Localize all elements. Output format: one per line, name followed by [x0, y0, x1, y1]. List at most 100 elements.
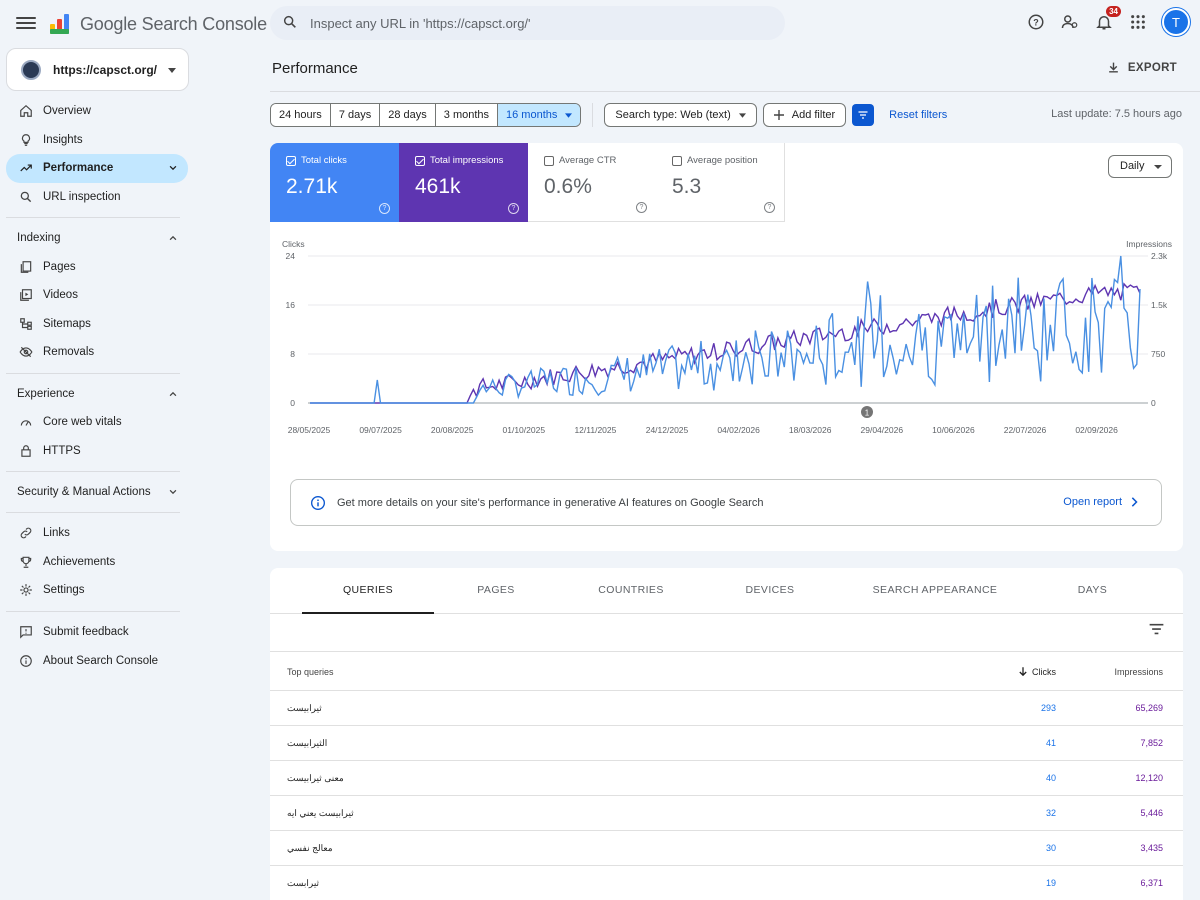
lightbulb-icon [18, 132, 34, 148]
manage-users-icon[interactable] [1060, 12, 1080, 32]
sidebar-item-removals[interactable]: Removals [0, 338, 188, 367]
sidebar-item-insights[interactable]: Insights [0, 126, 188, 155]
sidebar-item-label: About Search Console [43, 654, 159, 667]
sidebar-item-pages[interactable]: Pages [0, 252, 188, 281]
checkbox-unchecked-icon[interactable] [544, 155, 554, 166]
performance-line-chart[interactable]: Clicks Impressions 24 2.3k 16 1.5k 8 750 0 0 28/05… [270, 231, 1183, 441]
filter-settings-button[interactable] [852, 104, 875, 126]
metric-average-ctr[interactable]: Average CTR 0.6% ? [528, 143, 657, 222]
metric-average-position[interactable]: Average position 5.3 ? [656, 143, 785, 222]
gear-icon [18, 582, 34, 598]
table-row[interactable]: معنى ثيرابيست 40 12,120 [270, 761, 1183, 796]
left-axis-label: Clicks [282, 239, 305, 249]
help-icon[interactable]: ? [764, 202, 775, 213]
granularity-dropdown[interactable]: Daily [1108, 155, 1172, 178]
property-selector[interactable]: https://capsct.org/ [6, 48, 189, 91]
left-tick-label: 8 [290, 349, 295, 359]
right-tick-label: 0 [1151, 398, 1156, 408]
tab-devices[interactable]: DEVICES [745, 584, 795, 596]
svg-text:?: ? [1033, 17, 1039, 27]
home-icon [18, 103, 34, 119]
metric-value: 461k [415, 175, 461, 198]
app-logo[interactable]: Google Search Console [48, 12, 267, 36]
export-button[interactable]: EXPORT [1107, 61, 1177, 74]
chevron-up-icon [169, 391, 177, 396]
clicks-header-label: Clicks [1032, 667, 1056, 677]
x-tick-label: 04/02/2026 [717, 425, 760, 435]
sidebar-item-label: Links [43, 527, 70, 540]
search-placeholder: Inspect any URL in 'https://capsct.org/' [310, 15, 531, 31]
tab-days[interactable]: DAYS [1077, 584, 1108, 596]
range-28-days[interactable]: 28 days [380, 104, 436, 126]
notification-badge: 34 [1106, 6, 1121, 17]
sidebar-item-url-inspection[interactable]: URL inspection [0, 183, 188, 212]
trophy-icon [18, 554, 34, 570]
range-16-months[interactable]: 16 months [498, 104, 581, 126]
range-24-hours[interactable]: 24 hours [271, 104, 331, 126]
table-row[interactable]: ثيرابست 19 6,371 [270, 866, 1183, 900]
x-tick-label: 22/07/2026 [1004, 425, 1047, 435]
caret-down-icon [738, 112, 746, 118]
apps-grid-icon[interactable] [1128, 12, 1148, 32]
right-tick-label: 2.3k [1151, 251, 1168, 261]
sidebar-item-links[interactable]: Links [0, 519, 188, 548]
checkbox-checked-icon[interactable] [415, 155, 425, 166]
table-row[interactable]: معالج نفسي 30 3,435 [270, 831, 1183, 866]
checkbox-unchecked-icon[interactable] [672, 155, 682, 166]
sidebar-item-core-web-vitals[interactable]: Core web vitals [0, 408, 188, 437]
tab-countries[interactable]: COUNTRIES [598, 584, 664, 596]
search-type-dropdown[interactable]: Search type: Web (text) [604, 103, 757, 127]
open-report-link[interactable]: Open report [1063, 496, 1138, 508]
sidebar-item-submit-feedback[interactable]: Submit feedback [0, 618, 188, 647]
main-menu-icon[interactable] [16, 14, 36, 32]
sidebar-item-sitemaps[interactable]: Sitemaps [0, 310, 188, 339]
page-title: Performance [272, 60, 358, 77]
sidebar-section-experience[interactable]: Experience [0, 380, 188, 408]
help-icon[interactable]: ? [379, 203, 390, 214]
help-icon[interactable]: ? [636, 202, 647, 213]
sidebar-item-performance[interactable]: Performance [6, 154, 188, 183]
tab-search-appearance[interactable]: SEARCH APPEARANCE [872, 584, 998, 596]
query-cell: ثيرابيست يعني ايه [287, 808, 354, 818]
left-tick-label: 0 [290, 398, 295, 408]
tab-pages[interactable]: PAGES [477, 584, 515, 596]
sidebar-item-achievements[interactable]: Achievements [0, 548, 188, 577]
account-avatar[interactable]: T [1162, 8, 1190, 36]
sidebar-item-https[interactable]: HTTPS [0, 436, 188, 465]
tab-queries[interactable]: QUERIES [302, 568, 434, 614]
metric-total-impressions[interactable]: Total impressions 461k ? [399, 143, 528, 222]
lock-icon [18, 443, 34, 459]
help-icon[interactable]: ? [508, 203, 519, 214]
sidebar-item-label: HTTPS [43, 444, 81, 457]
add-filter-button[interactable]: Add filter [762, 103, 847, 127]
sidebar-item-videos[interactable]: Videos [0, 281, 188, 310]
checkbox-checked-icon[interactable] [286, 155, 296, 166]
sidebar-section-indexing[interactable]: Indexing [0, 224, 188, 252]
table-row[interactable]: ثيرابيست يعني ايه 32 5,446 [270, 796, 1183, 831]
range-3-months[interactable]: 3 months [435, 104, 499, 126]
sidebar-item-overview[interactable]: Overview [0, 97, 188, 126]
metric-total-clicks[interactable]: Total clicks 2.71k ? [270, 143, 399, 222]
column-header-impressions[interactable]: Impressions [1114, 667, 1163, 677]
section-label: Experience [17, 387, 75, 400]
table-row[interactable]: الثيرابيست 41 7,852 [270, 726, 1183, 761]
sidebar-item-about[interactable]: About Search Console [0, 646, 188, 675]
trending-up-icon [18, 160, 34, 176]
sidebar-section-security[interactable]: Security & Manual Actions [0, 478, 188, 506]
range-7-days[interactable]: 7 days [330, 104, 381, 126]
reset-filters-link[interactable]: Reset filters [889, 109, 948, 121]
table-row[interactable]: ثيرابيست 293 65,269 [270, 691, 1183, 726]
url-inspect-search[interactable]: Inspect any URL in 'https://capsct.org/' [270, 6, 785, 40]
filter-separator [592, 103, 594, 127]
metric-value: 2.71k [286, 175, 338, 198]
filter-list-icon[interactable] [1149, 623, 1164, 635]
notifications-icon[interactable]: 34 [1094, 6, 1121, 32]
sidebar-item-settings[interactable]: Settings [0, 576, 188, 605]
column-header-clicks[interactable]: Clicks [1019, 667, 1056, 677]
sidebar-divider [6, 217, 180, 219]
table-header: Top queries Clicks Impressions [270, 651, 1183, 691]
clicks-cell: 41 [1045, 738, 1056, 748]
impressions-cell: 6,371 [1140, 878, 1163, 888]
help-icon[interactable]: ? [1026, 12, 1046, 32]
sidebar-item-label: Sitemaps [43, 317, 91, 330]
